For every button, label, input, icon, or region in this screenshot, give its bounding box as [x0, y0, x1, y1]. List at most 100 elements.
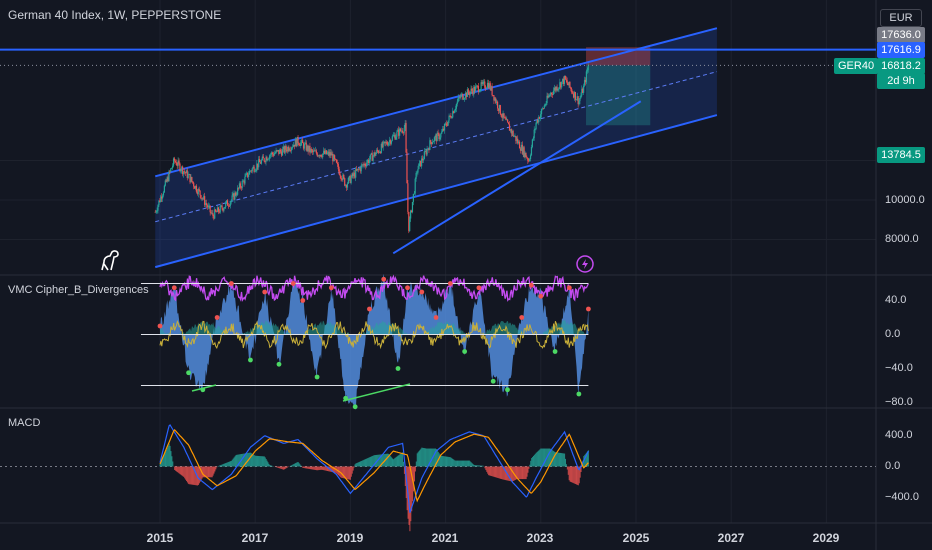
macd-histogram-bar — [207, 466, 209, 478]
candle-body — [326, 152, 328, 155]
candle-body — [444, 123, 447, 125]
macd-histogram-bar — [183, 466, 185, 477]
macd-histogram-bar — [297, 462, 299, 467]
x-tick: 2017 — [241, 531, 269, 545]
candle-body — [466, 89, 468, 97]
macd-histogram-bar — [347, 466, 349, 480]
candle-body — [268, 158, 270, 160]
candle-body — [587, 65, 589, 71]
candle-body — [334, 158, 337, 160]
candle-body — [300, 142, 302, 146]
candle-body — [388, 140, 391, 143]
macd-histogram-bar — [353, 466, 355, 468]
candle-body — [176, 165, 178, 166]
candle-body — [181, 166, 183, 171]
candle-body — [567, 83, 569, 86]
macd-histogram-bar — [360, 460, 362, 467]
macd-histogram-bar — [547, 448, 549, 467]
macd-histogram-bar — [568, 466, 570, 481]
candle-body — [435, 135, 437, 142]
candle-body — [238, 183, 241, 189]
candle-body — [408, 211, 410, 232]
candle-body — [204, 196, 206, 205]
candle-body — [427, 148, 429, 150]
candle-body — [345, 185, 347, 186]
macd-histogram-bar — [500, 466, 502, 480]
signal-dot — [328, 285, 334, 291]
candle-body — [429, 140, 431, 151]
macd-histogram-bar — [180, 466, 182, 475]
macd-histogram-bar — [378, 454, 380, 467]
macd-histogram-bar — [324, 466, 326, 471]
candle-body — [173, 158, 176, 161]
candle-body — [252, 166, 254, 169]
channel-fill — [155, 28, 717, 268]
macd-histogram-bar — [278, 466, 280, 469]
candle-body — [550, 92, 552, 96]
macd-histogram-bar — [203, 466, 205, 478]
candle-body — [343, 174, 345, 179]
channel-lower-line[interactable] — [154, 114, 718, 269]
lightning-icon[interactable] — [576, 255, 594, 273]
candle-body — [579, 98, 581, 101]
candle-body — [582, 88, 584, 93]
candle-body — [420, 160, 422, 167]
macd-histogram-bar — [343, 466, 345, 479]
macd-histogram-bar — [446, 456, 448, 467]
candle-body — [232, 193, 234, 196]
currency-label[interactable]: EUR — [880, 9, 922, 27]
macd-histogram-bar — [211, 466, 213, 478]
candle-body — [271, 152, 274, 155]
candle-body — [317, 155, 319, 157]
candle-body — [385, 142, 387, 143]
macd-histogram-bar — [526, 466, 528, 477]
macd-histogram-bar — [185, 466, 187, 480]
candle-body — [379, 151, 382, 153]
dino-icon[interactable] — [101, 250, 119, 271]
candle-body — [433, 137, 436, 142]
macd-histogram-bar — [431, 448, 433, 467]
macd-histogram-bar — [293, 464, 295, 467]
candle-body — [559, 82, 561, 88]
candle-body — [220, 205, 222, 207]
candle-body — [455, 104, 458, 109]
candle-body — [494, 98, 496, 101]
signal-dot — [462, 349, 468, 354]
macd-histogram-bar — [484, 466, 486, 469]
symbol-tag: GER40 — [834, 58, 879, 74]
macd-histogram-bar — [381, 454, 383, 467]
candle-body — [583, 85, 585, 93]
macd-histogram-bar — [470, 462, 472, 467]
macd-histogram-bar — [227, 462, 229, 467]
macd-histogram-bar — [400, 453, 402, 467]
y-tick: 40.0 — [885, 294, 907, 306]
macd-histogram-bar — [435, 449, 437, 467]
candle-body — [575, 99, 577, 101]
candle-body — [331, 153, 333, 156]
candle-body — [460, 94, 462, 98]
candle-body — [525, 152, 527, 158]
macd-histogram-bar — [322, 466, 324, 470]
macd-histogram-bar — [462, 460, 464, 467]
candle-body — [563, 75, 566, 84]
macd-histogram-bar — [550, 448, 552, 467]
candle-body — [583, 79, 586, 86]
candle-body — [580, 95, 582, 99]
candle-body — [374, 152, 376, 156]
macd-histogram-bar — [535, 452, 537, 467]
candle-body — [223, 208, 225, 211]
trendline[interactable] — [392, 100, 642, 255]
candle-body — [174, 160, 176, 163]
candle-body — [285, 146, 287, 150]
macd-histogram-bar — [518, 466, 520, 480]
candle-body — [509, 129, 512, 131]
macd-histogram-bar — [276, 466, 278, 468]
candle-body — [358, 168, 360, 170]
candle-body — [262, 156, 264, 159]
channel-upper-line[interactable] — [154, 27, 718, 178]
candle-body — [356, 169, 358, 171]
stop-price-tag: 13784.5 — [877, 147, 925, 163]
candle-body — [465, 92, 468, 97]
candle-body — [452, 111, 454, 118]
